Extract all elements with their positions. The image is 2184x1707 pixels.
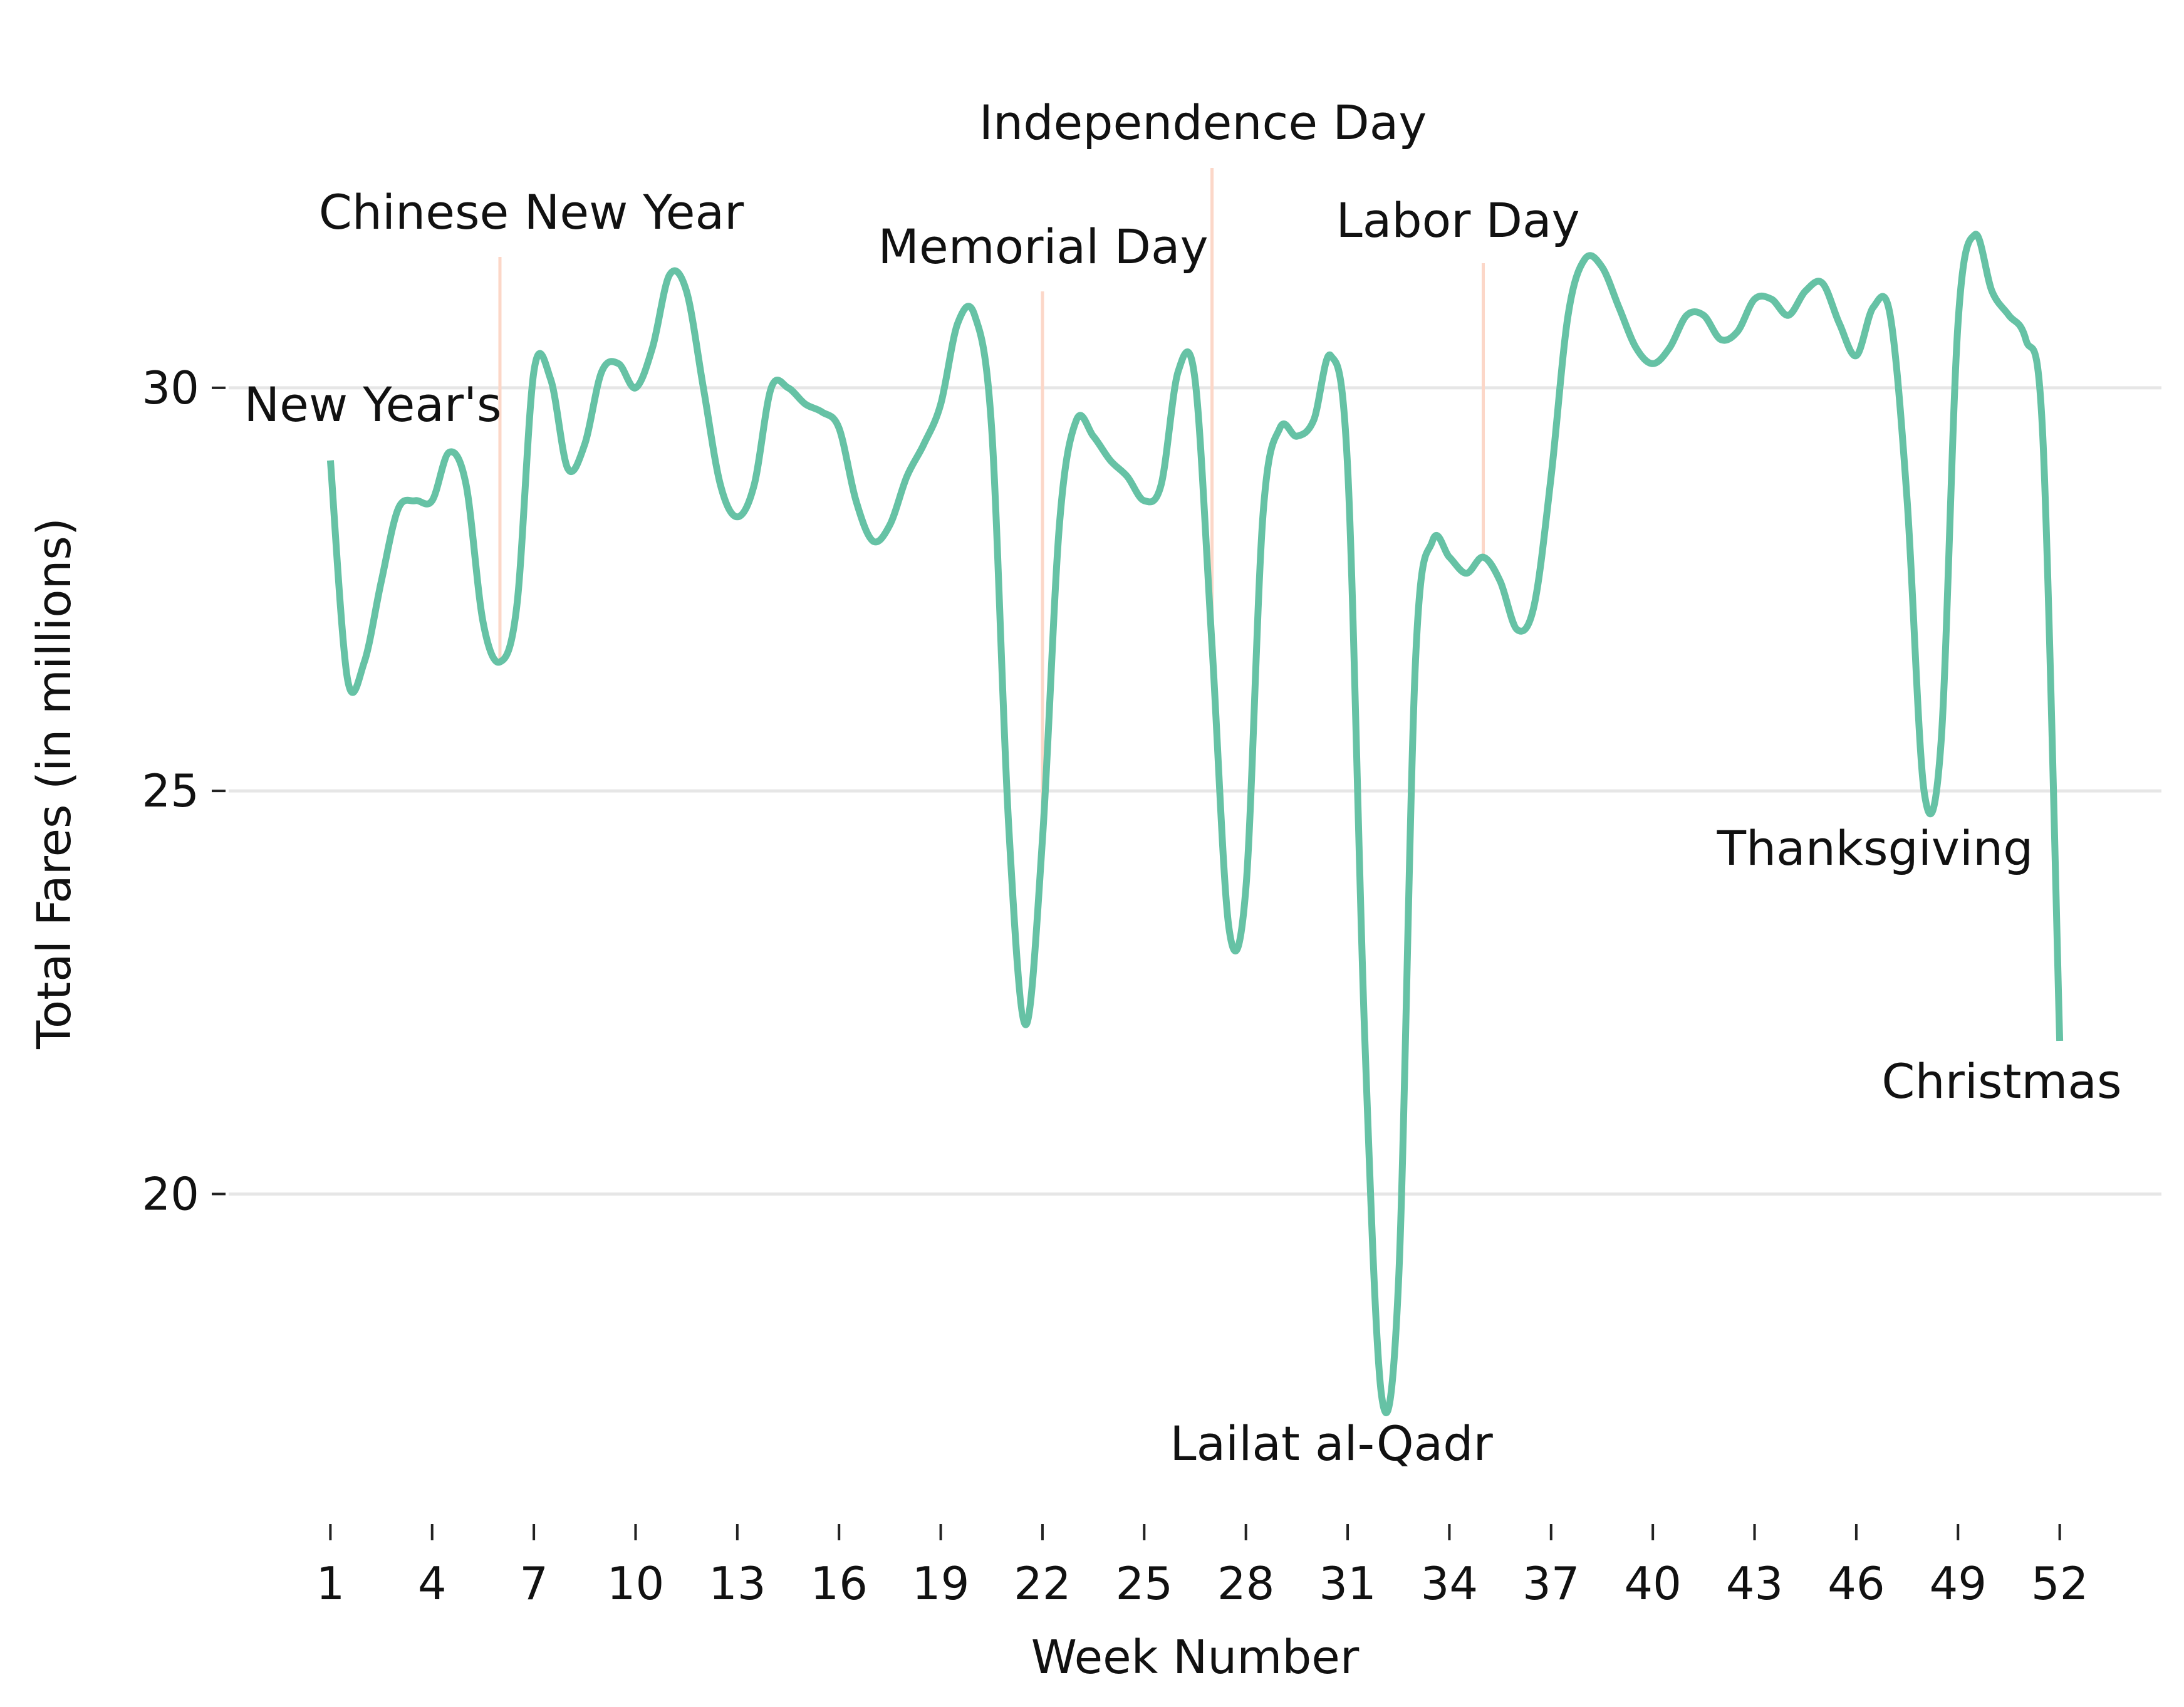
holiday-markers	[498, 168, 1485, 840]
x-axis-label: Week Number	[1031, 1631, 1360, 1684]
y-tick-label-25: 25	[142, 765, 199, 817]
annotation-new-year-s: New Year's	[244, 377, 501, 432]
fares-series-line	[326, 231, 2064, 1417]
x-tick-label-13: 13	[709, 1557, 766, 1610]
x-tick-label-31: 31	[1319, 1557, 1376, 1610]
y-tick-label-20: 20	[142, 1167, 199, 1220]
annotation-lailat-al-qadr: Lailat al-Qadr	[1170, 1416, 1493, 1471]
x-tick-label-4: 4	[418, 1557, 447, 1610]
x-tick-label-16: 16	[810, 1557, 868, 1610]
x-tick-label-1: 1	[316, 1557, 345, 1610]
x-tick-label-28: 28	[1217, 1557, 1275, 1610]
x-tick-label-25: 25	[1116, 1557, 1173, 1610]
x-tick-label-52: 52	[2031, 1557, 2089, 1610]
annotation-chinese-new-year: Chinese New Year	[319, 184, 744, 240]
x-tick-label-34: 34	[1421, 1557, 1479, 1610]
y-axis-label: Total Fares (in millions)	[28, 518, 81, 1050]
x-tick-label-46: 46	[1828, 1557, 1885, 1610]
x-tick-label-37: 37	[1522, 1557, 1580, 1610]
annotation-memorial-day: Memorial Day	[878, 219, 1208, 274]
x-tick-label-7: 7	[519, 1557, 548, 1610]
annotation-thanksgiving: Thanksgiving	[1717, 820, 2034, 876]
y-axis: 20 25 30	[142, 362, 226, 1220]
x-tick-label-22: 22	[1014, 1557, 1071, 1610]
x-tick-label-19: 19	[912, 1557, 970, 1610]
annotation-labor-day: Labor Day	[1336, 192, 1579, 248]
series-layer	[326, 231, 2064, 1417]
x-axis: 1 4 7 10 13 16 19 22 25 28 31 34 37 40 43 46 49 52	[316, 1524, 2088, 1610]
y-gridlines	[229, 386, 2161, 1196]
y-tick-label-30: 30	[142, 362, 199, 414]
x-tick-label-10: 10	[607, 1557, 665, 1610]
x-tick-label-49: 49	[1929, 1557, 1987, 1610]
x-tick-label-40: 40	[1624, 1557, 1682, 1610]
annotation-independence-day: Independence Day	[979, 95, 1427, 150]
annotation-christmas: Christmas	[1881, 1053, 2121, 1109]
x-tick-label-43: 43	[1726, 1557, 1784, 1610]
annotations: New Year's Chinese New Year Memorial Day In…	[244, 95, 2121, 1471]
